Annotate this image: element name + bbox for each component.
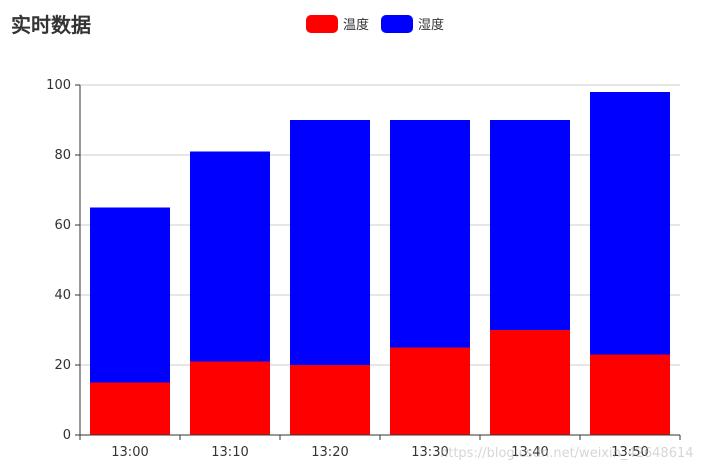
x-tick-label: 13:20 bbox=[311, 445, 348, 460]
bar-humidity bbox=[390, 120, 470, 348]
x-tick-label: 13:00 bbox=[111, 445, 148, 460]
bar-temperature bbox=[290, 365, 370, 435]
x-tick-label: 13:50 bbox=[611, 445, 648, 460]
y-tick-label: 100 bbox=[46, 78, 71, 93]
watermark: https://blog.csdn.net/weixin_42648614 bbox=[440, 446, 694, 461]
bar-temperature bbox=[190, 361, 270, 435]
bar-humidity bbox=[290, 120, 370, 365]
bar-temperature bbox=[490, 330, 570, 435]
y-tick-label: 60 bbox=[54, 218, 71, 233]
x-tick-label: 13:40 bbox=[511, 445, 548, 460]
legend: 温度 湿度 bbox=[306, 14, 444, 33]
bar-humidity bbox=[90, 207, 170, 383]
bar-humidity bbox=[590, 92, 670, 355]
y-tick-label: 40 bbox=[54, 288, 71, 303]
legend-label-humidity: 湿度 bbox=[418, 18, 445, 33]
chart-title: 实时数据 bbox=[11, 13, 91, 37]
bar-temperature bbox=[90, 382, 170, 435]
legend-label-temperature: 温度 bbox=[343, 18, 370, 33]
y-tick-label: 80 bbox=[54, 148, 71, 163]
legend-swatch-temperature bbox=[306, 14, 338, 33]
bar-temperature bbox=[390, 347, 470, 435]
y-tick-label: 20 bbox=[54, 358, 71, 373]
x-tick-label: 13:10 bbox=[211, 445, 248, 460]
legend-item-temperature[interactable]: 温度 bbox=[306, 14, 369, 33]
bar-temperature bbox=[590, 354, 670, 435]
legend-swatch-humidity bbox=[381, 14, 414, 33]
legend-item-humidity[interactable]: 湿度 bbox=[381, 14, 444, 33]
x-tick-label: 13:30 bbox=[411, 445, 448, 460]
bar-humidity bbox=[490, 120, 570, 330]
y-tick-label: 0 bbox=[63, 428, 71, 443]
bar-humidity bbox=[190, 151, 270, 362]
